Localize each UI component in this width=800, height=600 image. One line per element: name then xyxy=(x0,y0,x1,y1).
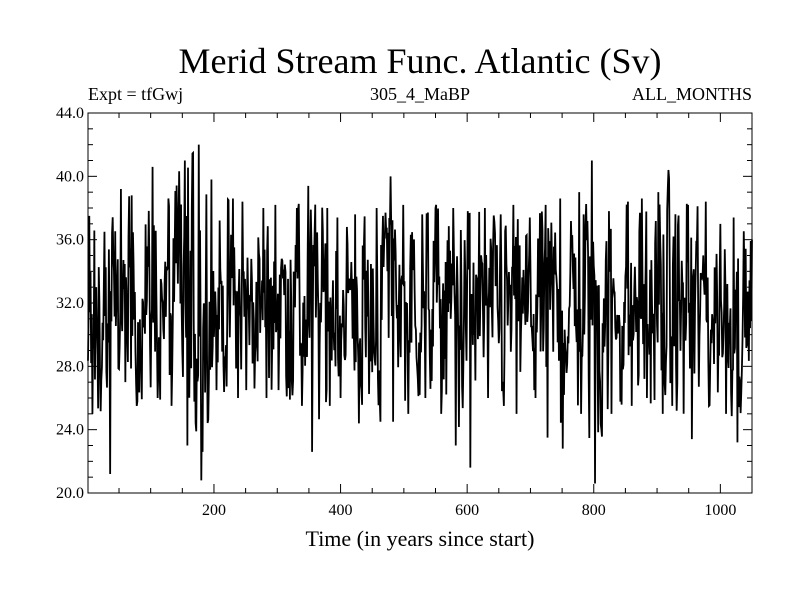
plot-frame xyxy=(87,112,753,494)
y-tick-label: 44.0 xyxy=(56,105,84,122)
series-layer xyxy=(87,144,753,484)
months-label: ALL_MONTHS xyxy=(632,84,752,104)
chart-title: Merid Stream Func. Atlantic (Sv) xyxy=(179,41,662,81)
y-tick-label: 40.0 xyxy=(56,168,84,185)
x-tick-label: 1000 xyxy=(704,502,736,519)
y-tick-label: 36.0 xyxy=(56,232,84,249)
y-tick-label: 24.0 xyxy=(56,422,84,439)
x-tick-label: 400 xyxy=(329,502,353,519)
series-line xyxy=(87,144,753,484)
y-tick-label: 32.0 xyxy=(56,295,84,312)
x-tick-label: 800 xyxy=(582,502,606,519)
x-tick-label: 200 xyxy=(202,502,226,519)
y-tick-label: 28.0 xyxy=(56,358,84,375)
period-label: 305_4_MaBP xyxy=(370,84,470,104)
x-axis-label: Time (in years since start) xyxy=(306,526,535,551)
y-tick-label: 20.0 xyxy=(56,485,84,502)
experiment-label: Expt = tfGwj xyxy=(88,84,183,104)
x-tick-label: 600 xyxy=(455,502,479,519)
